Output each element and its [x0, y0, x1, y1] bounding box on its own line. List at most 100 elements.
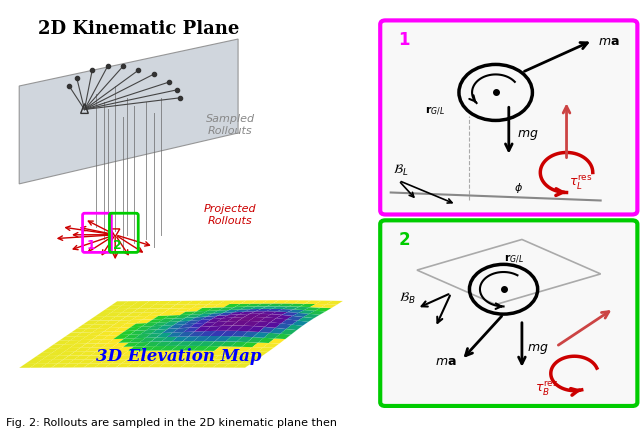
Polygon shape	[186, 308, 202, 312]
Polygon shape	[86, 340, 102, 344]
Polygon shape	[219, 301, 236, 304]
Polygon shape	[131, 316, 148, 320]
Polygon shape	[235, 304, 251, 307]
Polygon shape	[58, 352, 74, 356]
Polygon shape	[281, 319, 298, 325]
Polygon shape	[122, 309, 138, 313]
Polygon shape	[190, 317, 207, 321]
Polygon shape	[241, 342, 258, 347]
Polygon shape	[232, 321, 249, 326]
Polygon shape	[47, 360, 63, 364]
Polygon shape	[161, 346, 177, 351]
Text: Fig. 2: Rollouts are sampled in the 2D kinematic plane then: Fig. 2: Rollouts are sampled in the 2D k…	[6, 417, 337, 427]
Polygon shape	[103, 328, 120, 332]
Polygon shape	[235, 356, 252, 360]
Polygon shape	[261, 307, 278, 309]
Polygon shape	[154, 359, 170, 363]
Polygon shape	[105, 313, 122, 317]
Polygon shape	[239, 307, 256, 310]
Polygon shape	[247, 337, 264, 343]
Polygon shape	[36, 360, 52, 364]
FancyBboxPatch shape	[380, 221, 637, 406]
Polygon shape	[88, 325, 104, 329]
Polygon shape	[174, 315, 191, 319]
Polygon shape	[173, 328, 189, 333]
Polygon shape	[136, 319, 153, 324]
Polygon shape	[269, 339, 285, 344]
Polygon shape	[116, 355, 133, 359]
Polygon shape	[143, 359, 160, 363]
Polygon shape	[115, 320, 131, 324]
Polygon shape	[52, 356, 68, 360]
Polygon shape	[250, 312, 266, 314]
Polygon shape	[270, 319, 287, 324]
Polygon shape	[249, 317, 266, 322]
Polygon shape	[275, 334, 291, 339]
Polygon shape	[303, 314, 320, 319]
Polygon shape	[160, 355, 176, 359]
Polygon shape	[280, 329, 297, 335]
Polygon shape	[180, 364, 197, 368]
Polygon shape	[116, 306, 133, 309]
Polygon shape	[136, 326, 152, 331]
Polygon shape	[113, 343, 129, 347]
Polygon shape	[133, 301, 149, 306]
Polygon shape	[42, 356, 58, 360]
Polygon shape	[172, 337, 189, 342]
Polygon shape	[135, 334, 151, 339]
Polygon shape	[189, 332, 205, 337]
Polygon shape	[191, 311, 207, 315]
Polygon shape	[166, 342, 183, 346]
Polygon shape	[207, 308, 224, 311]
Polygon shape	[298, 310, 315, 314]
Polygon shape	[292, 321, 308, 326]
Polygon shape	[237, 337, 253, 342]
Polygon shape	[248, 326, 264, 332]
Polygon shape	[79, 352, 96, 356]
Polygon shape	[47, 352, 64, 356]
Polygon shape	[223, 364, 240, 368]
Polygon shape	[309, 311, 326, 315]
Polygon shape	[71, 329, 88, 333]
Polygon shape	[263, 343, 280, 348]
Polygon shape	[196, 314, 212, 318]
Polygon shape	[122, 351, 139, 355]
Polygon shape	[203, 355, 220, 360]
Polygon shape	[218, 360, 235, 364]
Polygon shape	[95, 355, 112, 360]
Polygon shape	[284, 301, 300, 304]
Polygon shape	[283, 307, 299, 310]
Polygon shape	[241, 352, 257, 356]
Polygon shape	[93, 321, 110, 325]
Polygon shape	[229, 307, 245, 310]
Polygon shape	[275, 324, 292, 329]
Polygon shape	[172, 346, 188, 351]
Polygon shape	[127, 305, 143, 309]
Polygon shape	[252, 343, 269, 348]
Polygon shape	[102, 335, 119, 340]
Polygon shape	[181, 305, 197, 309]
Polygon shape	[62, 364, 79, 368]
Polygon shape	[119, 331, 136, 335]
Polygon shape	[269, 328, 286, 334]
Polygon shape	[262, 300, 278, 304]
Polygon shape	[107, 347, 124, 352]
Polygon shape	[151, 329, 168, 334]
Polygon shape	[193, 346, 209, 351]
Polygon shape	[183, 336, 199, 342]
Polygon shape	[221, 321, 238, 326]
Polygon shape	[239, 312, 255, 315]
Text: 2: 2	[113, 239, 122, 252]
Polygon shape	[53, 348, 70, 352]
Polygon shape	[161, 337, 178, 342]
Polygon shape	[198, 341, 215, 346]
Polygon shape	[266, 314, 282, 319]
Polygon shape	[223, 310, 239, 313]
Polygon shape	[120, 316, 137, 321]
Polygon shape	[260, 312, 277, 314]
Polygon shape	[73, 364, 90, 368]
Polygon shape	[95, 364, 111, 368]
Polygon shape	[143, 309, 159, 313]
Polygon shape	[159, 312, 175, 316]
Polygon shape	[199, 331, 216, 336]
